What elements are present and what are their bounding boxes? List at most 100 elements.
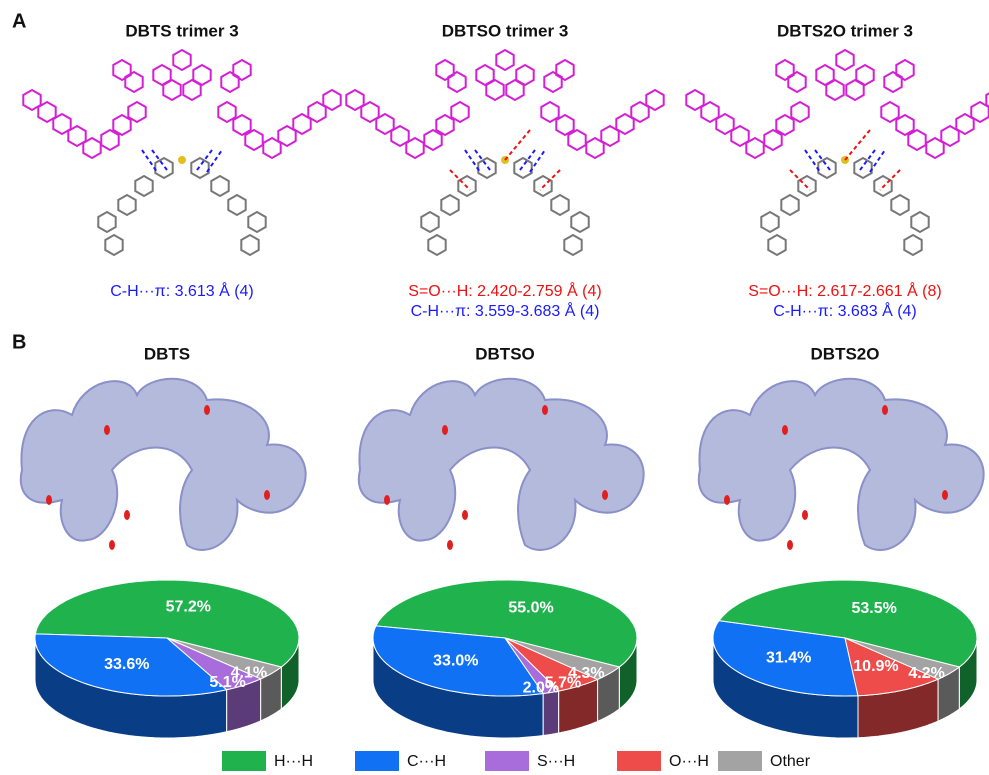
contact-spot (204, 405, 210, 415)
ring (910, 210, 930, 234)
ring (475, 63, 495, 87)
ring (495, 48, 515, 72)
molecule (22, 48, 342, 257)
ring (97, 210, 117, 234)
ring (82, 136, 102, 160)
molecule (345, 48, 665, 257)
annotation: C-H···π: 3.559-3.683 Å (4) (411, 301, 600, 320)
ring (855, 63, 875, 87)
ring (940, 124, 960, 148)
ring (567, 128, 587, 152)
contact-spot (942, 490, 948, 500)
annotation: S=O···H: 2.420-2.759 Å (4) (408, 281, 601, 300)
contact-spot (724, 495, 730, 505)
pie-slice (34, 579, 300, 668)
pie-slice (844, 637, 940, 697)
contact (449, 169, 471, 191)
contact-spot (46, 495, 52, 505)
data-label: 4.3% (568, 665, 604, 682)
contact-spot (782, 425, 788, 435)
contact-spot (124, 510, 130, 520)
ring (420, 210, 440, 234)
ring (450, 100, 470, 124)
ring (390, 124, 410, 148)
ring (533, 174, 553, 198)
ring (890, 193, 910, 217)
ring (585, 136, 605, 160)
ring (845, 78, 865, 102)
ring (685, 88, 705, 112)
ring (615, 112, 635, 136)
ring (154, 156, 174, 180)
ring (555, 113, 575, 137)
ring (217, 100, 237, 124)
pie-slice (166, 637, 283, 680)
data-label: 57.2% (166, 599, 211, 616)
legend-label: C···H (407, 753, 446, 770)
data-label: 5.1% (209, 674, 245, 691)
ring (67, 124, 87, 148)
ring (435, 113, 455, 137)
ring (262, 136, 282, 160)
surface (697, 377, 985, 551)
ring (375, 112, 395, 136)
ring (117, 193, 137, 217)
annotation: C-H···π: 3.683 Å (4) (773, 301, 917, 320)
contact (464, 149, 481, 173)
legend-swatch (485, 751, 529, 771)
surface (357, 377, 645, 551)
contact-spot (447, 540, 453, 550)
ring (277, 124, 297, 148)
ring (172, 48, 192, 72)
ring (767, 233, 787, 257)
pie-slice (375, 579, 638, 668)
ring (322, 88, 342, 112)
chart-title: DBTS (144, 344, 190, 363)
ring (513, 156, 533, 180)
ring (745, 136, 765, 160)
contact (141, 149, 158, 173)
ring (817, 156, 837, 180)
contact (529, 149, 546, 173)
legend-label: S···H (537, 753, 575, 770)
contact-spot (104, 425, 110, 435)
ring (883, 70, 903, 94)
ring (292, 112, 312, 136)
chart-title: DBTSO (475, 344, 535, 363)
ring (190, 156, 210, 180)
legend-swatch (355, 751, 399, 771)
pie-slice (712, 620, 859, 697)
contact (789, 169, 811, 191)
ring (853, 156, 873, 180)
data-label: 33.0% (433, 653, 478, 670)
legend-swatch (222, 751, 266, 771)
ring (775, 58, 795, 82)
legend-swatch (617, 751, 661, 771)
data-label: 55.0% (508, 599, 553, 616)
ring (244, 128, 264, 152)
ring (780, 193, 800, 217)
contact-spot (542, 405, 548, 415)
contact (869, 149, 886, 173)
ring (873, 174, 893, 198)
annotation: S=O···H: 2.617-2.661 Å (8) (748, 281, 941, 300)
ring (903, 233, 923, 257)
ring (227, 193, 247, 217)
pie-slice (166, 637, 262, 691)
ring (955, 112, 975, 136)
ring (182, 78, 202, 102)
pie-slice (844, 637, 961, 680)
ring (345, 88, 365, 112)
ring (22, 88, 42, 112)
pie-slice (34, 633, 228, 697)
ring (787, 70, 807, 94)
data-label: 31.4% (766, 649, 811, 666)
ring (775, 113, 795, 137)
ring (440, 193, 460, 217)
ring (540, 100, 560, 124)
contact-spot (787, 540, 793, 550)
molecule (685, 48, 989, 257)
legend-swatch (718, 751, 762, 771)
pie-slice (372, 625, 545, 697)
